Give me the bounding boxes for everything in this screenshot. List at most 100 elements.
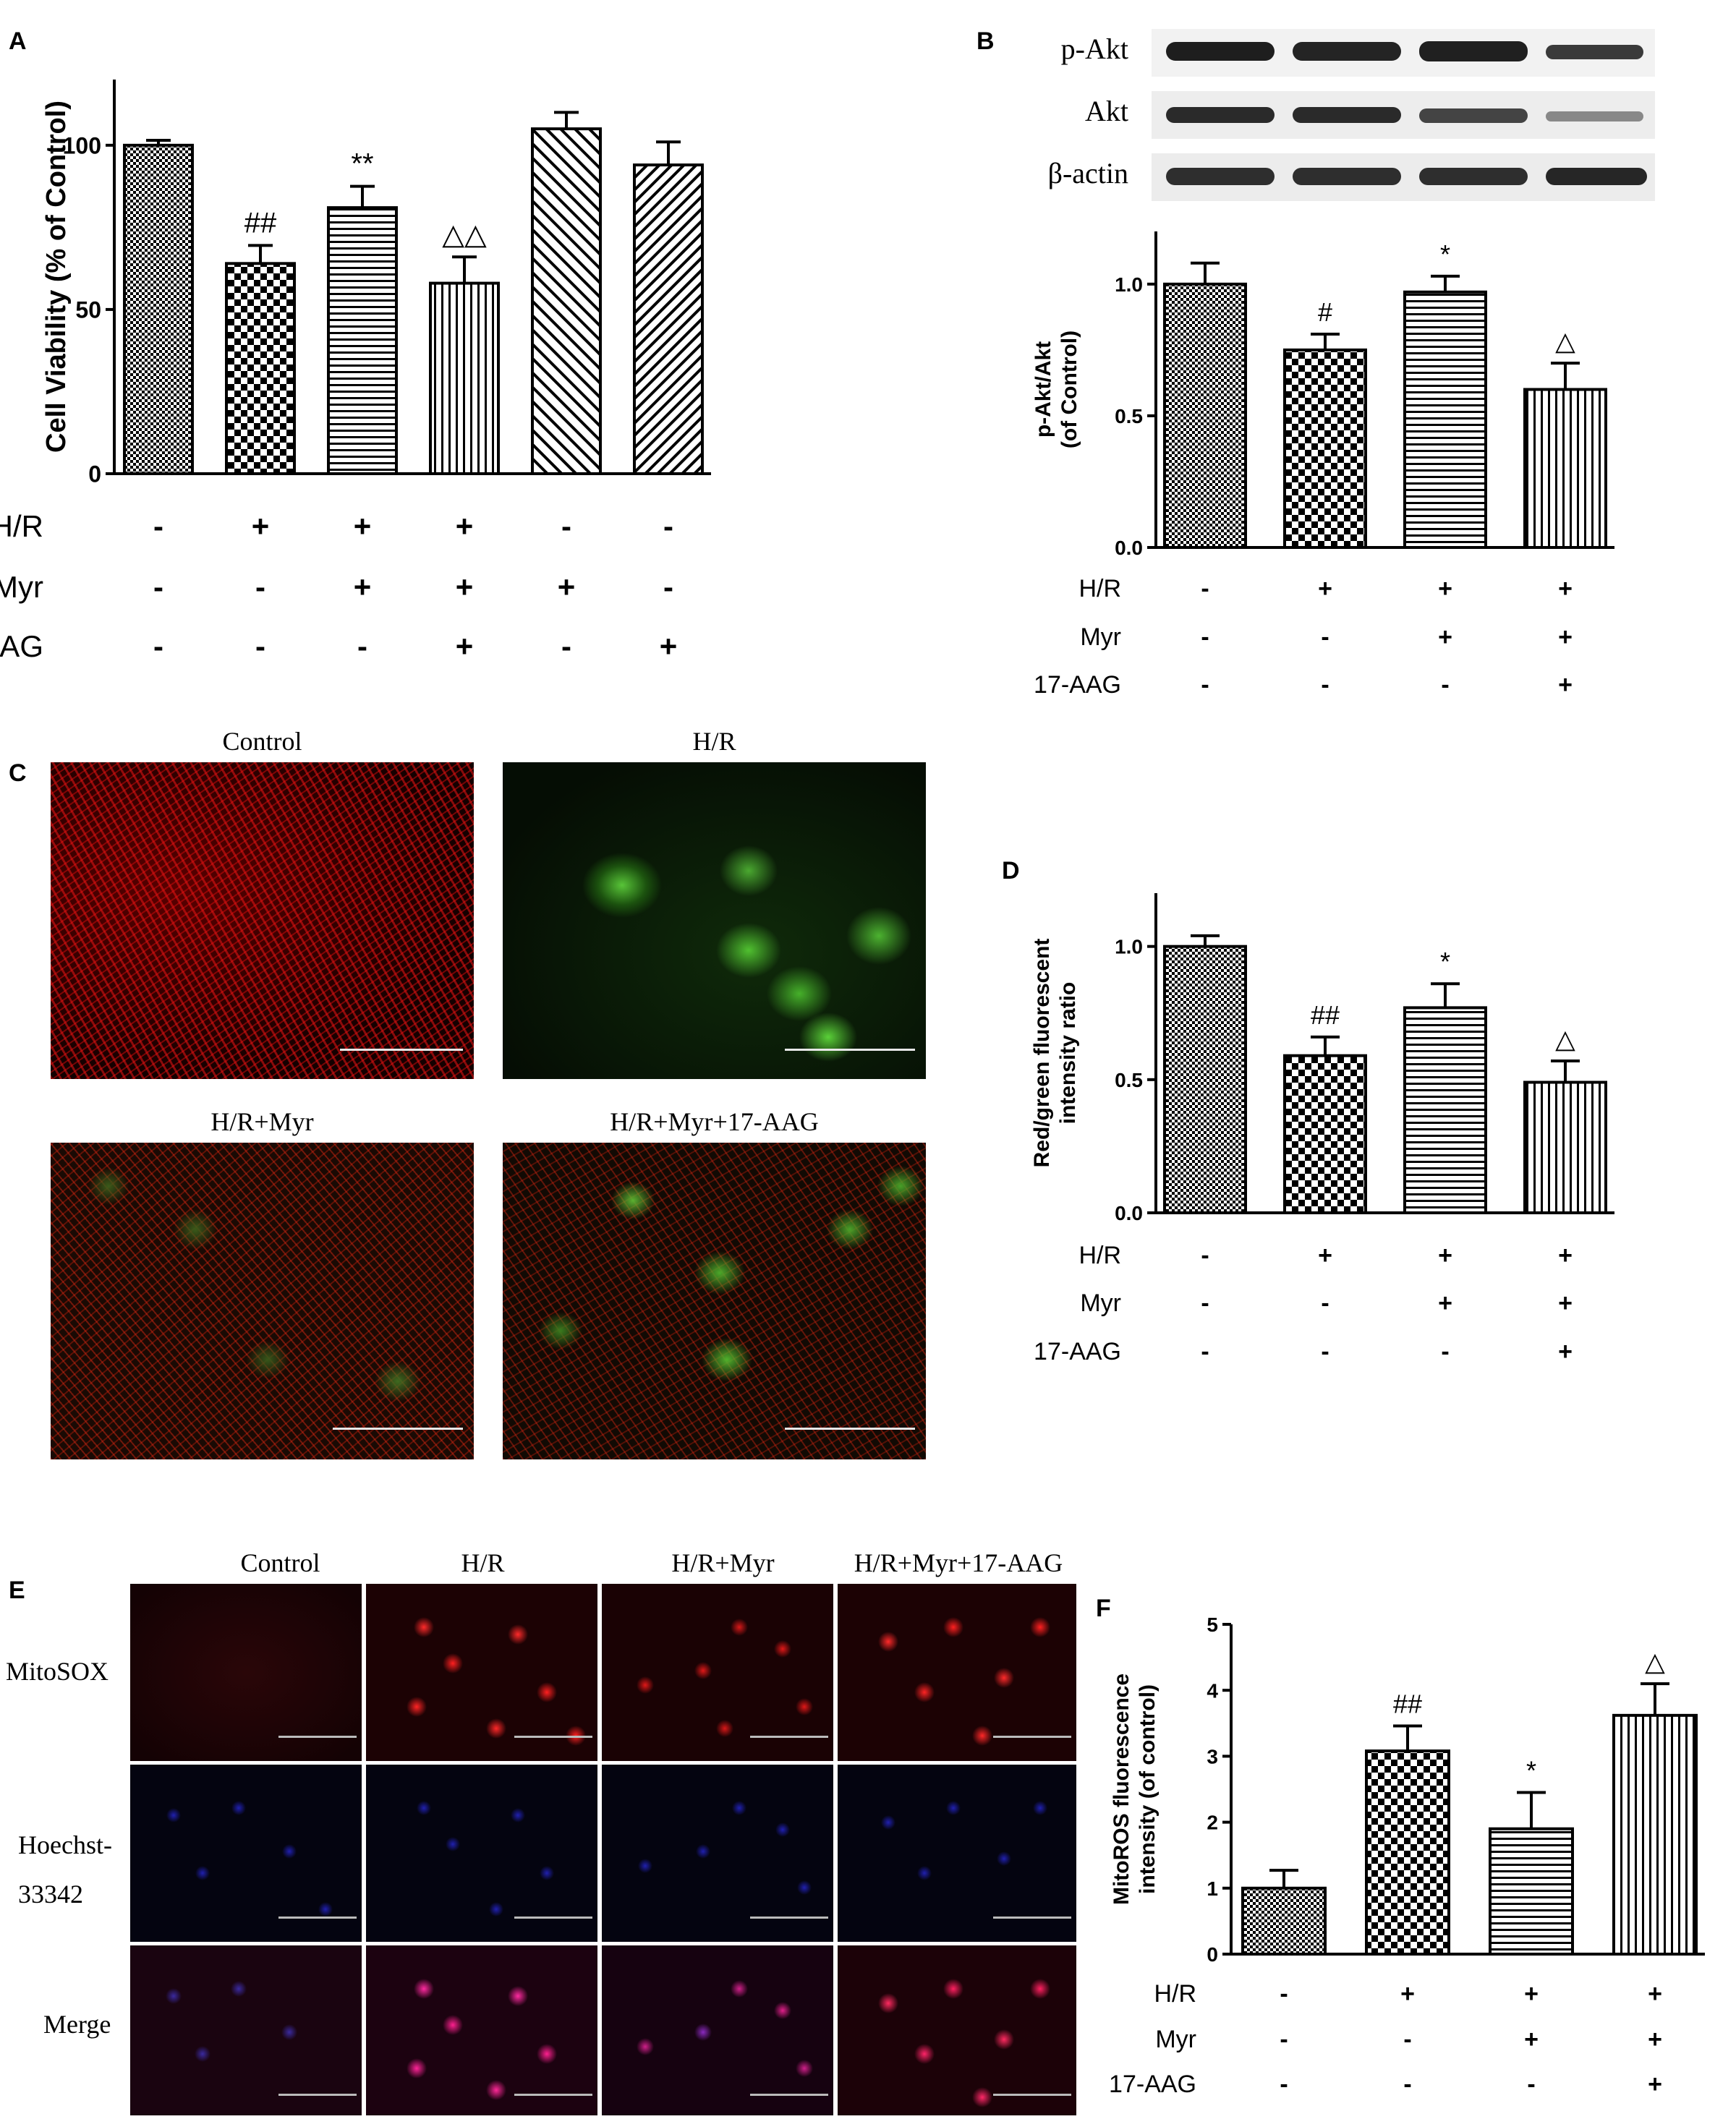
- treatment-sign-a: +: [456, 509, 474, 543]
- significance-marker-f: *: [1526, 1756, 1536, 1786]
- row-label-mitosox: MitoSOX: [6, 1657, 109, 1686]
- treatment-sign-a: -: [255, 629, 265, 663]
- treatment-sign-f: -: [1403, 2026, 1411, 2053]
- significance-marker-a: ##: [244, 207, 277, 239]
- panel-label-b: B: [977, 27, 995, 55]
- caption-c-hr: H/R: [692, 727, 736, 756]
- significance-marker-d: △: [1555, 1024, 1575, 1054]
- treatment-sign-b: +: [1438, 623, 1452, 651]
- y-tick-label-f: 2: [1207, 1812, 1218, 1834]
- y-axis-label-f: intensity (of control): [1136, 1684, 1160, 1894]
- y-tick-label-a: 100: [63, 132, 101, 158]
- treatment-label-b: H/R: [1078, 575, 1121, 602]
- significance-marker-f: ##: [1393, 1689, 1422, 1718]
- treatment-sign-a: +: [660, 629, 678, 663]
- treatment-sign-f: +: [1524, 1980, 1539, 2008]
- treatment-sign-d: +: [1438, 1289, 1452, 1317]
- caption-e-hr: H/R: [461, 1548, 505, 1577]
- caption-e-control: Control: [240, 1548, 320, 1577]
- bar-d: [1163, 945, 1247, 1215]
- treatment-label-f: Myr: [1155, 2026, 1196, 2053]
- y-tick-label-d: 1.0: [1115, 936, 1143, 958]
- bar-d: [1283, 1054, 1367, 1214]
- significance-marker-b: *: [1440, 239, 1450, 269]
- treatment-sign-f: +: [1648, 1980, 1662, 2008]
- y-tick-label-a: 50: [75, 297, 101, 323]
- y-axis-label-b: p-Akt/Akt: [1031, 341, 1055, 438]
- panel-label-f: F: [1096, 1595, 1111, 1622]
- treatment-sign-b: +: [1558, 623, 1573, 651]
- y-tick-label-b: 0.0: [1115, 537, 1143, 559]
- panel-label-d: D: [1002, 857, 1020, 884]
- bar-d: [1523, 1080, 1607, 1214]
- treatment-sign-d: -: [1201, 1289, 1209, 1317]
- treatment-label-b: Myr: [1080, 623, 1121, 651]
- micrograph-e-mitosox-hr: [366, 1584, 597, 1761]
- y-axis-label-a: Cell Viability (% of Control): [41, 101, 72, 453]
- treatment-sign-d: -: [1321, 1338, 1329, 1365]
- bar-b: [1523, 388, 1607, 549]
- treatment-sign-f: -: [1280, 2026, 1288, 2053]
- y-axis-label-d: Red/green fluorescent: [1030, 939, 1054, 1168]
- y-tick-label-f: 0: [1207, 1943, 1218, 1966]
- blot-label-akt: Akt: [1085, 95, 1128, 127]
- treatment-sign-d: +: [1438, 1242, 1452, 1269]
- significance-marker-f: △: [1645, 1647, 1665, 1676]
- treatment-sign-a: -: [357, 629, 367, 663]
- treatment-sign-d: +: [1318, 1242, 1332, 1269]
- treatment-sign-a: +: [252, 509, 270, 543]
- y-axis-label-f: MitoROS fluorescence: [1110, 1674, 1133, 1905]
- bar-b: [1283, 348, 1367, 549]
- treatment-sign-f: +: [1648, 2071, 1662, 2098]
- treatment-label-a: 17-AAG: [0, 629, 43, 663]
- significance-marker-d: *: [1440, 947, 1450, 976]
- micrograph-e-merge-hr-myr-17aag: [838, 1945, 1076, 2115]
- micrograph-e-hoechst-hr-myr-17aag: [838, 1765, 1076, 1942]
- treatment-sign-d: -: [1321, 1289, 1329, 1317]
- panel-label-e: E: [9, 1577, 25, 1604]
- treatment-sign-a: -: [663, 509, 673, 543]
- bar-b: [1403, 290, 1487, 549]
- micrograph-c-hr-myr-17aag: [503, 1143, 926, 1459]
- chart-f: 0 1 2 3 4 5 MitoROS fluorescence intensity (of …: [1109, 1613, 1705, 2098]
- micrograph-c-control: [51, 762, 474, 1079]
- row-label-merge: Merge: [43, 2010, 111, 2039]
- significance-marker-b: △: [1555, 326, 1575, 356]
- y-tick-label-f: 3: [1207, 1745, 1218, 1768]
- treatment-sign-a: +: [354, 570, 372, 604]
- caption-e-hr-myr-17aag: H/R+Myr+17-AAG: [854, 1548, 1063, 1577]
- treatment-sign-d: +: [1558, 1289, 1573, 1317]
- treatment-sign-a: +: [354, 509, 372, 543]
- bar-a: [429, 281, 500, 475]
- treatment-sign-b: +: [1438, 575, 1452, 602]
- caption-c-control: Control: [222, 727, 302, 756]
- treatment-sign-f: -: [1527, 2071, 1535, 2098]
- panel-label-a: A: [9, 27, 27, 55]
- caption-e-hr-myr: H/R+Myr: [671, 1548, 775, 1577]
- row-label-hoechst: Hoechst-: [18, 1830, 112, 1859]
- micrograph-e-hoechst-hr-myr: [602, 1765, 833, 1942]
- bar-f: [1612, 1713, 1698, 1956]
- y-tick-label-f: 1: [1207, 1877, 1218, 1900]
- caption-c-hr-myr: H/R+Myr: [210, 1107, 314, 1136]
- bar-b: [1163, 282, 1247, 549]
- treatment-sign-b: -: [1201, 671, 1209, 699]
- treatment-sign-f: -: [1403, 2071, 1411, 2098]
- micrograph-e-mitosox-hr-myr-17aag: [838, 1584, 1076, 1761]
- y-tick-label-a: 0: [88, 461, 101, 487]
- treatment-label-f: H/R: [1154, 1980, 1196, 2008]
- treatment-sign-f: +: [1648, 2026, 1662, 2053]
- y-tick-label-d: 0.5: [1115, 1069, 1143, 1091]
- treatment-sign-d: +: [1558, 1338, 1573, 1365]
- blot-strip-beta-actin: [1152, 153, 1655, 201]
- treatment-sign-d: -: [1201, 1338, 1209, 1365]
- bar-f: [1365, 1749, 1450, 1956]
- treatment-sign-d: -: [1201, 1242, 1209, 1269]
- treatment-sign-f: -: [1280, 1980, 1288, 2008]
- bar-f: [1241, 1886, 1327, 1956]
- treatment-sign-b: -: [1201, 623, 1209, 651]
- treatment-sign-a: -: [663, 570, 673, 604]
- y-tick-label-f: 4: [1207, 1679, 1218, 1702]
- y-tick-label-f: 5: [1207, 1613, 1218, 1636]
